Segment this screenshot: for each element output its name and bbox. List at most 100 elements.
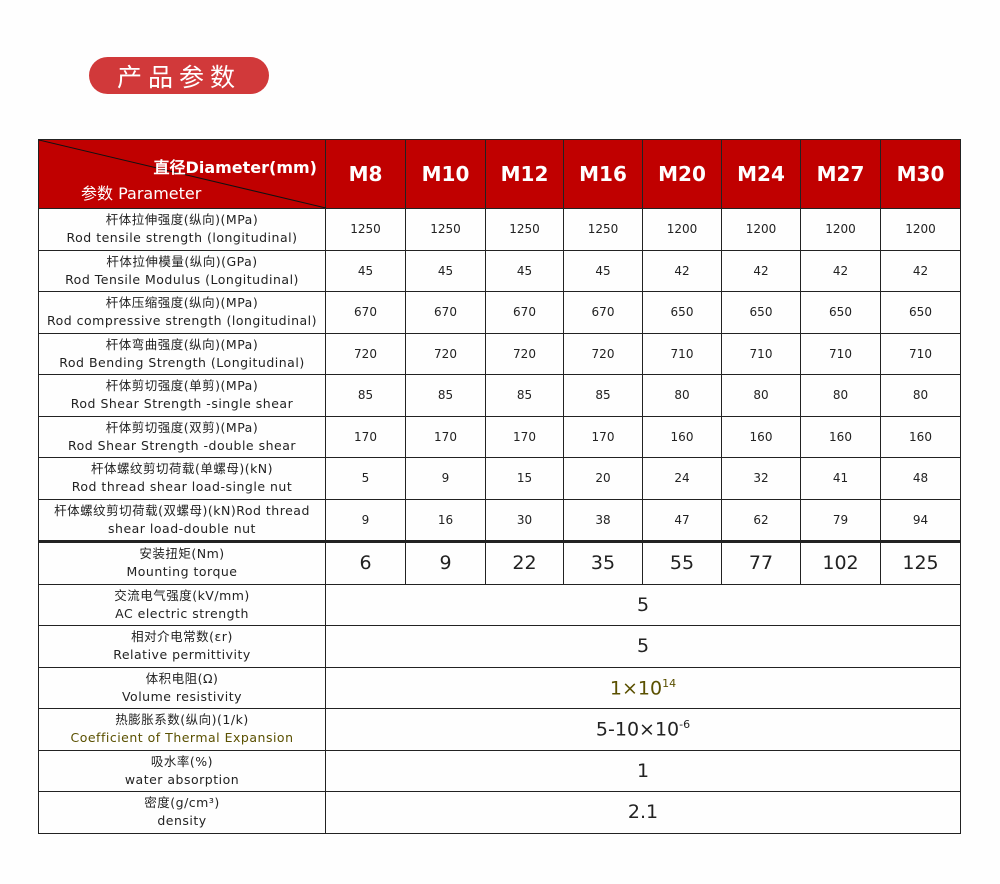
value-cell: 160	[642, 415, 722, 458]
table-row: 杆体剪切强度(双剪)(MPa) Rod Shear Strength -doubl…	[38, 415, 961, 458]
value-cell: 1200	[721, 208, 801, 251]
size-header-m8: M8	[325, 139, 406, 209]
size-header-m16: M16	[563, 139, 643, 209]
torque-value: 9	[405, 540, 486, 585]
parameter-name: 体积电阻(Ω) Volume resistivity	[38, 666, 326, 709]
section-title-badge: 产品参数	[89, 57, 269, 94]
parameter-cn: 安装扭矩(Nm)	[139, 546, 225, 562]
parameter-name: 交流电气强度(kV/mm) AC electric strength	[38, 583, 326, 626]
value-cell: 720	[485, 332, 564, 375]
parameter-name: 杆体弯曲强度(纵向)(MPa) Rod Bending Strength (Lon…	[38, 332, 326, 375]
table-row: 体积电阻(Ω) Volume resistivity 1×1014	[38, 666, 961, 709]
value-cell: 710	[642, 332, 722, 375]
parameter-name: 杆体拉伸模量(纵向)(GPa) Rod Tensile Modulus (Long…	[38, 249, 326, 292]
table-row: 密度(g/cm³) density 2.1	[38, 791, 961, 834]
value-cell: 80	[880, 374, 961, 417]
value-cell: 85	[325, 374, 406, 417]
merged-value: 1×1014	[325, 666, 961, 709]
value-cell: 42	[800, 249, 881, 292]
value-text: 2.1	[627, 801, 659, 824]
value-cell: 710	[800, 332, 881, 375]
value-cell: 42	[642, 249, 722, 292]
merged-value: 5	[325, 625, 961, 668]
torque-value: 22	[485, 540, 564, 585]
parameter-en: shear load-double nut	[108, 520, 256, 536]
value-cell: 16	[405, 498, 486, 542]
parameter-name: 热膨胀系数(纵向)(1/k) Coefficient of Thermal Exp…	[38, 708, 326, 751]
value-cell: 62	[721, 498, 801, 542]
torque-row: 安装扭矩(Nm) Mounting torque 6 9 22 35 55 77 102 125	[38, 540, 961, 585]
table-row: 交流电气强度(kV/mm) AC electric strength 5	[38, 583, 961, 626]
table-row: 杆体拉伸模量(纵向)(GPa) Rod Tensile Modulus (Long…	[38, 249, 961, 292]
torque-value: 35	[563, 540, 643, 585]
parameter-cn: 体积电阻(Ω)	[145, 670, 219, 686]
parameter-cn: 相对介电常数(εr)	[131, 629, 233, 645]
torque-value: 125	[880, 540, 961, 585]
table-row: 吸水率(%) water absorption 1	[38, 749, 961, 792]
value-cell: 1250	[563, 208, 643, 251]
value-cell: 1250	[405, 208, 486, 251]
diagonal-line	[39, 140, 326, 208]
table-row: 杆体螺纹剪切荷载(单螺母)(kN) Rod thread shear load-s…	[38, 457, 961, 500]
merged-value: 1	[325, 749, 961, 792]
value-cell: 160	[800, 415, 881, 458]
value-cell: 1250	[325, 208, 406, 251]
value-cell: 85	[485, 374, 564, 417]
size-header-m12: M12	[485, 139, 564, 209]
header-row: 直径Diameter(mm) 参数 Parameter M8 M10 M12 M16 M…	[38, 139, 961, 209]
diagonal-header-cell: 直径Diameter(mm) 参数 Parameter	[38, 139, 326, 209]
size-header-m10: M10	[405, 139, 486, 209]
parameter-cn: 杆体拉伸强度(纵向)(MPa)	[105, 212, 259, 228]
value-text: 1×10	[609, 676, 663, 699]
parameter-cn: 杆体螺纹剪切荷载(单螺母)(kN)	[90, 461, 274, 477]
parameter-en: AC electric strength	[115, 605, 249, 621]
parameter-en: Rod Tensile Modulus (Longitudinal)	[65, 271, 299, 287]
parameter-name: 杆体螺纹剪切荷载(双螺母)(kN)Rod thread shear load-do…	[38, 498, 326, 542]
parameter-cn: 杆体剪切强度(双剪)(MPa)	[105, 419, 259, 435]
size-header-m20: M20	[642, 139, 722, 209]
value-cell: 9	[325, 498, 406, 542]
value-cell: 670	[325, 291, 406, 334]
parameter-en: Rod tensile strength (longitudinal)	[66, 230, 298, 246]
value-cell: 670	[405, 291, 486, 334]
table-row: 杆体螺纹剪切荷载(双螺母)(kN)Rod thread shear load-do…	[38, 498, 961, 542]
value-cell: 41	[800, 457, 881, 500]
value-cell: 670	[563, 291, 643, 334]
value-cell: 32	[721, 457, 801, 500]
size-header-m27: M27	[800, 139, 881, 209]
torque-value: 55	[642, 540, 722, 585]
value-exponent: 14	[662, 676, 677, 690]
parameter-name: 吸水率(%) water absorption	[38, 749, 326, 792]
parameter-name: 杆体拉伸强度(纵向)(MPa) Rod tensile strength (lon…	[38, 208, 326, 251]
torque-value: 6	[325, 540, 406, 585]
parameter-en: Rod compressive strength (longitudinal)	[46, 313, 318, 329]
merged-value: 5	[325, 583, 961, 626]
value-cell: 720	[325, 332, 406, 375]
table-row: 热膨胀系数(纵向)(1/k) Coefficient of Thermal Exp…	[38, 708, 961, 751]
parameter-cn: 杆体弯曲强度(纵向)(MPa)	[105, 336, 259, 352]
parameter-name: 相对介电常数(εr) Relative permittivity	[38, 625, 326, 668]
parameter-cn: 密度(g/cm³)	[144, 795, 220, 811]
parameter-table: 直径Diameter(mm) 参数 Parameter M8 M10 M12 M16 M…	[38, 139, 961, 834]
value-cell: 80	[800, 374, 881, 417]
value-cell: 80	[642, 374, 722, 417]
value-cell: 45	[485, 249, 564, 292]
parameter-name: 杆体螺纹剪切荷载(单螺母)(kN) Rod thread shear load-s…	[38, 457, 326, 500]
merged-value: 2.1	[325, 791, 961, 834]
parameter-cn: 交流电气强度(kV/mm)	[114, 587, 250, 603]
value-cell: 94	[880, 498, 961, 542]
parameter-en: Volume resistivity	[121, 688, 243, 704]
parameter-name: 密度(g/cm³) density	[38, 791, 326, 834]
value-text: 5	[636, 593, 650, 616]
value-cell: 45	[405, 249, 486, 292]
value-cell: 720	[563, 332, 643, 375]
parameter-cn: 杆体拉伸模量(纵向)(GPa)	[106, 253, 258, 269]
value-cell: 45	[325, 249, 406, 292]
value-cell: 47	[642, 498, 722, 542]
parameter-en: Rod Bending Strength (Longitudinal)	[59, 354, 305, 370]
value-cell: 80	[721, 374, 801, 417]
parameter-en: water absorption	[124, 771, 240, 787]
value-cell: 720	[405, 332, 486, 375]
parameter-en: Rod thread shear load-single nut	[71, 479, 293, 495]
parameter-label: 参数 Parameter	[81, 184, 202, 203]
